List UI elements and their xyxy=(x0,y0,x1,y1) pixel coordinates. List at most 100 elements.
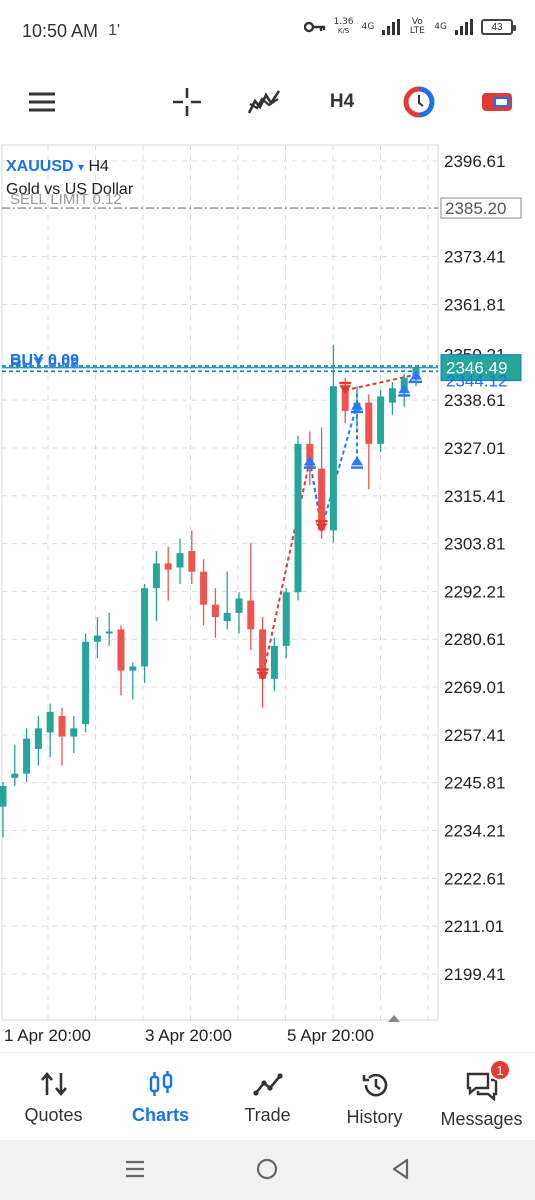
network-speed-value: 1.36 xyxy=(334,18,354,27)
candle xyxy=(23,728,30,782)
charts-icon xyxy=(147,1071,175,1097)
nav-history[interactable]: History xyxy=(321,1053,428,1140)
status-extra: 1' xyxy=(108,22,120,40)
nav-charts[interactable]: Charts xyxy=(107,1053,214,1140)
candle xyxy=(271,638,278,692)
x-tick-label: 5 Apr 20:00 xyxy=(287,1026,374,1045)
trade-toggle-button[interactable] xyxy=(480,86,514,118)
buy-arrow-base xyxy=(398,394,410,397)
network-type-2: 4G xyxy=(434,23,447,32)
y-tick-label: 2315.41 xyxy=(444,487,505,506)
buy-arrow-base xyxy=(410,381,422,384)
buy-arrow-marker xyxy=(304,456,316,465)
crosshair-icon xyxy=(171,86,203,118)
volte-label: Vo LTE xyxy=(408,18,426,36)
nav-messages[interactable]: Messages 1 xyxy=(428,1053,535,1140)
candle-body xyxy=(118,629,125,670)
candle xyxy=(70,716,77,753)
candle xyxy=(0,782,7,838)
sell-arrow-base xyxy=(339,382,351,385)
trade-icon xyxy=(253,1071,283,1097)
buy-arrow-marker xyxy=(351,401,363,410)
candle-body xyxy=(177,553,184,567)
candle xyxy=(141,584,148,683)
y-tick-label: 2211.01 xyxy=(444,917,504,936)
candle-body xyxy=(200,572,207,605)
symbol-description: Gold vs US Dollar xyxy=(6,181,133,199)
x-tick-label: 3 Apr 20:00 xyxy=(145,1026,232,1045)
candle-body xyxy=(59,716,66,737)
nav-charts-label: Charts xyxy=(132,1105,189,1126)
back-button[interactable] xyxy=(390,1158,412,1185)
timeframe-button[interactable]: H4 xyxy=(324,86,360,118)
network-type-1: 4G xyxy=(362,23,375,32)
indicators-button[interactable] xyxy=(246,86,282,118)
recent-apps-button[interactable] xyxy=(124,1158,146,1185)
candle xyxy=(283,588,290,658)
candle-body xyxy=(35,728,42,749)
nav-quotes-label: Quotes xyxy=(24,1105,82,1126)
candle-body xyxy=(224,613,231,621)
nav-quotes[interactable]: Quotes xyxy=(0,1053,107,1140)
y-tick-label: 2234.21 xyxy=(444,822,505,841)
y-tick-label: 2338.61 xyxy=(444,391,505,410)
y-tick-label: 2292.21 xyxy=(444,582,505,601)
trade-toggle-icon xyxy=(481,90,513,114)
bottom-navigation: Quotes Charts Trade History Messages 1 xyxy=(0,1052,535,1140)
candle-body xyxy=(47,712,54,733)
home-button[interactable] xyxy=(256,1158,278,1185)
candle-body xyxy=(247,601,254,630)
candle-body xyxy=(0,786,7,807)
candle-body xyxy=(165,563,172,569)
recent-apps-icon xyxy=(124,1158,146,1180)
buy-arrow-base xyxy=(351,466,363,469)
crosshair-button[interactable] xyxy=(170,86,204,118)
nav-history-label: History xyxy=(346,1107,402,1128)
nav-trade-label: Trade xyxy=(244,1105,290,1126)
price-chart[interactable]: SELL LIMIT 0.12 2385.20 BUY 0.09 BUY 0.08 2… xyxy=(0,142,535,1052)
history-icon xyxy=(360,1071,390,1099)
symbol-dropdown-icon: ▾ xyxy=(78,160,84,174)
chart-shift-marker xyxy=(388,1015,400,1022)
candle-body xyxy=(23,739,30,774)
candle xyxy=(330,345,337,543)
y-tick-label: 2396.61 xyxy=(444,152,505,171)
candle xyxy=(82,634,89,733)
candle xyxy=(106,613,113,646)
candle-body xyxy=(271,646,278,679)
y-tick-label: 2222.61 xyxy=(444,869,505,888)
chart-toolbar: H4 xyxy=(0,62,535,142)
chart-symbol-title[interactable]: XAUUSD ▾ H4 xyxy=(6,158,109,176)
candle-body xyxy=(153,563,160,588)
candle-body xyxy=(365,403,372,444)
plot-border xyxy=(2,145,438,1020)
candle xyxy=(342,378,349,423)
candle xyxy=(35,716,42,765)
candle-body xyxy=(259,629,266,678)
candle-body xyxy=(70,728,77,736)
candle-body xyxy=(283,592,290,646)
sell-arrow-base xyxy=(316,520,328,523)
status-icons: 1.36 K/S 4G Vo LTE 4G 43 xyxy=(304,18,513,36)
buy-arrow-base xyxy=(304,466,316,469)
candle xyxy=(188,530,195,584)
candle-body xyxy=(389,388,396,402)
ask-price-partial: 2344.12 xyxy=(446,372,507,391)
battery-level: 43 xyxy=(491,22,502,33)
chart-timeframe: H4 xyxy=(89,158,109,175)
messages-badge: 1 xyxy=(489,1059,511,1081)
y-tick-label: 2199.41 xyxy=(444,965,505,984)
quotes-icon xyxy=(40,1071,68,1097)
candle-body xyxy=(330,386,337,530)
y-tick-label: 2361.81 xyxy=(444,295,505,314)
candle xyxy=(236,592,243,633)
nav-messages-label: Messages xyxy=(440,1109,522,1130)
candle-body xyxy=(129,666,136,670)
candle xyxy=(177,539,184,584)
battery-icon: 43 xyxy=(481,19,513,35)
menu-button[interactable] xyxy=(26,86,58,118)
nav-trade[interactable]: Trade xyxy=(214,1053,321,1140)
one-click-trading-button[interactable] xyxy=(402,86,436,118)
candle xyxy=(259,617,266,708)
